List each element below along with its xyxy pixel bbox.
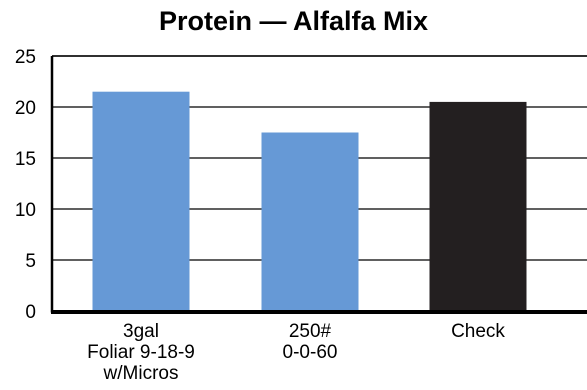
x-tick-label: Check (451, 321, 505, 342)
x-tick-label: 3gal (123, 321, 159, 342)
y-tick-label: 25 (15, 47, 36, 68)
x-tick-label: w/Micros (103, 363, 179, 384)
y-tick-label: 5 (25, 251, 36, 272)
x-tick-label: 0-0-60 (283, 342, 338, 363)
y-tick-label: 0 (25, 302, 36, 323)
y-tick-label: 10 (15, 200, 36, 221)
y-axis: 0 5 10 15 20 25 (15, 47, 36, 323)
y-tick-label: 15 (15, 149, 36, 170)
bars (92, 91, 527, 312)
bar (92, 91, 190, 311)
plot-frame (50, 55, 587, 314)
y-tick-label: 20 (15, 98, 36, 119)
x-tick-label: 250# (289, 321, 332, 342)
bar (261, 132, 359, 311)
x-tick-label: Foliar 9-18-9 (87, 342, 195, 363)
bar (429, 101, 527, 312)
chart-title: Protein — Alfalfa Mix (158, 6, 429, 36)
